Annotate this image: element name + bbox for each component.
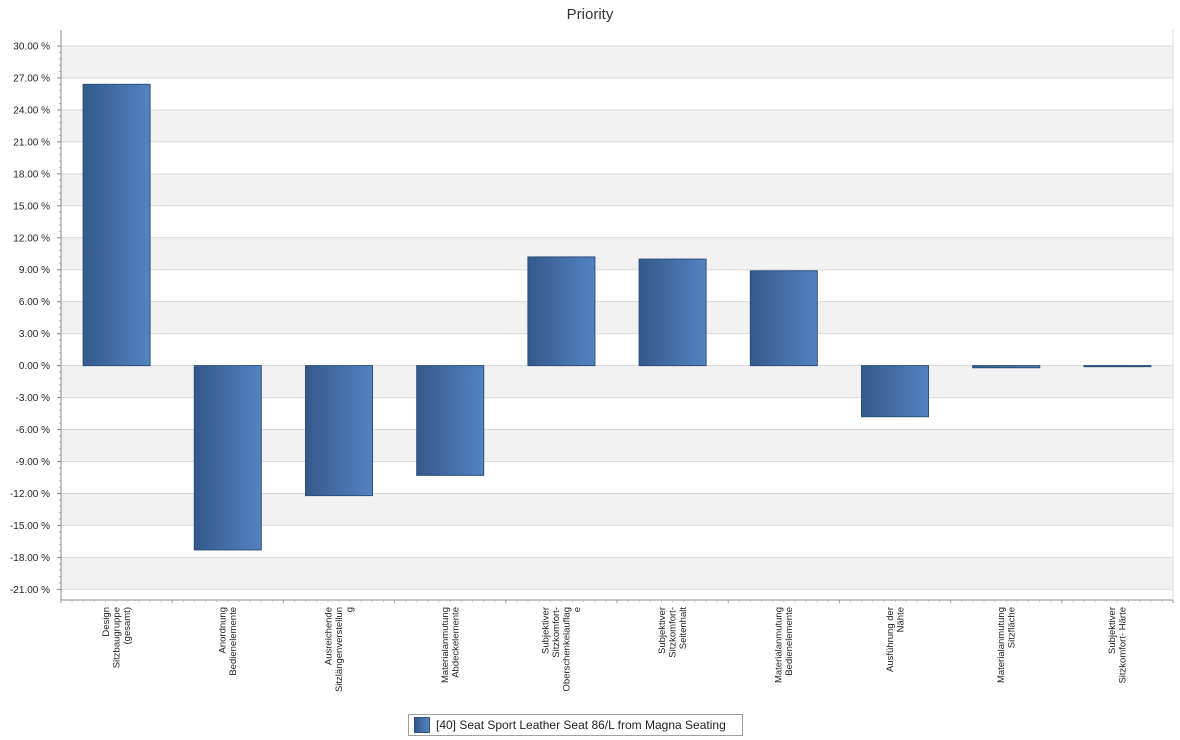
y-tick-label: 24.00 % <box>13 105 50 116</box>
x-tick-label: Sitzfläche <box>1006 607 1017 648</box>
bar <box>1083 365 1152 368</box>
band <box>61 109 1173 142</box>
y-tick-label: -15.00 % <box>10 521 50 532</box>
x-tick-label: g <box>345 607 356 612</box>
y-tick-label: 27.00 % <box>13 73 50 84</box>
y-tick-label: -12.00 % <box>10 489 50 500</box>
legend: [40] Seat Sport Leather Seat 86/L from M… <box>408 714 743 736</box>
x-tick-label: Abdeckelemente <box>450 607 461 678</box>
y-tick-label: -9.00 % <box>16 457 51 468</box>
x-tick-label: Nähte <box>895 607 906 632</box>
y-tick-label: -3.00 % <box>16 393 51 404</box>
y-tick-label: 30.00 % <box>13 41 50 52</box>
x-tick-label: Materialanmutung <box>440 607 451 683</box>
x-tick-label: e <box>572 607 583 612</box>
x-tick-label: Materialanmutung <box>996 607 1007 683</box>
x-tick-label: Bedienelemente <box>228 607 239 676</box>
y-tick-label: -18.00 % <box>10 553 50 564</box>
bar <box>861 365 929 418</box>
bar <box>972 365 1041 369</box>
x-axis-ticks: Design Sitzbaugruppe (gesamt) Anordnung Bedi… <box>60 600 1174 692</box>
bar <box>749 270 818 367</box>
y-tick-label: 15.00 % <box>13 201 50 212</box>
band <box>61 173 1173 206</box>
x-tick-label: Subjektiver <box>541 607 552 654</box>
band <box>61 45 1173 78</box>
bar <box>82 83 151 367</box>
x-tick-label: (gesamt) <box>122 607 133 644</box>
x-tick-label: Sitzlängenverstellun <box>334 607 345 692</box>
x-tick-label: Oberschenkelauflag <box>562 607 573 692</box>
x-tick-label: Sitzkomfort- Härte <box>1118 607 1129 684</box>
bar <box>638 258 707 367</box>
band <box>61 557 1173 590</box>
bar <box>193 365 262 551</box>
y-tick-label: 21.00 % <box>13 137 50 148</box>
x-tick-label: Bedienelemente <box>784 607 795 676</box>
y-tick-label: 0.00 % <box>19 361 50 372</box>
x-tick-label: Subjektiver <box>657 607 668 654</box>
x-tick-label: Materialanmutung <box>774 607 785 683</box>
legend-label: [40] Seat Sport Leather Seat 86/L from M… <box>436 718 726 732</box>
bars <box>82 83 1152 551</box>
y-tick-label: -21.00 % <box>10 585 50 596</box>
bar <box>527 256 596 367</box>
x-tick-label: Seitenhalt <box>678 607 689 650</box>
y-tick-label: 3.00 % <box>19 329 50 340</box>
y-tick-label: 12.00 % <box>13 233 50 244</box>
x-tick-label: Ausführung der <box>885 607 896 672</box>
y-tick-label: 18.00 % <box>13 169 50 180</box>
x-tick-label: Design <box>101 607 112 637</box>
y-axis-ticks: 30.00 % 27.00 % 24.00 % 21.00 % 18.00 % 15.00… <box>10 41 61 596</box>
x-tick-label: Sitzkomfort- <box>551 607 562 658</box>
band <box>61 237 1173 270</box>
x-tick-label: Ausreichende <box>324 607 335 665</box>
x-tick-label: Sitzbaugruppe <box>112 607 123 668</box>
chart-title: Priority <box>567 6 614 23</box>
legend-swatch <box>414 717 430 733</box>
x-tick-label: Anordnung <box>218 607 229 653</box>
bar <box>416 365 485 476</box>
y-tick-label: -6.00 % <box>16 425 51 436</box>
x-tick-label: Sitzkomfort- <box>668 607 679 658</box>
x-tick-label: Subjektiver <box>1107 607 1118 654</box>
band <box>61 301 1173 334</box>
y-tick-label: 9.00 % <box>19 265 50 276</box>
y-tick-label: 6.00 % <box>19 297 50 308</box>
bar <box>305 365 373 497</box>
